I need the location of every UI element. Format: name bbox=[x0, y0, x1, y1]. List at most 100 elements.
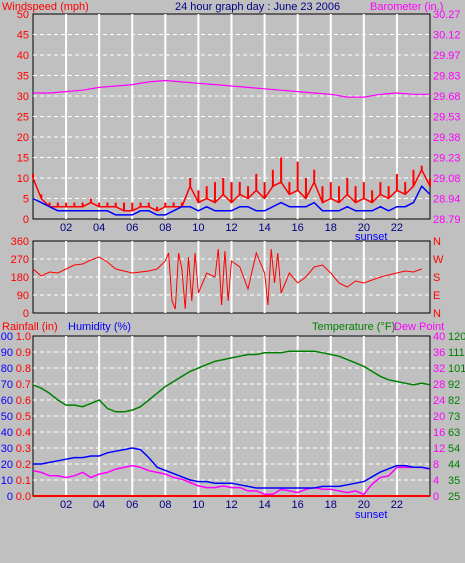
windspeed-axis-label: Windspeed (mph) bbox=[2, 1, 89, 13]
bottom-right-ticks: 4036322824201612840120111101928273635444… bbox=[433, 331, 465, 503]
y-tick-label: 0 bbox=[7, 491, 13, 503]
y-tick-label: 25 bbox=[448, 491, 460, 503]
humidity-axis-label: Humidity (%) bbox=[68, 321, 131, 333]
y-tick-label: 82 bbox=[448, 395, 460, 407]
top-sunset-label: sunset bbox=[355, 231, 387, 243]
x-tick-label: 22 bbox=[391, 222, 403, 234]
y-tick-label: 30 bbox=[17, 91, 29, 103]
x-tick-label: 16 bbox=[292, 222, 304, 234]
y-tick-label: 10 bbox=[1, 475, 13, 487]
y-tick-label: 63 bbox=[448, 427, 460, 439]
y-tick-label: 0.3 bbox=[16, 443, 31, 455]
y-tick-label: 24 bbox=[433, 395, 445, 407]
top-right-ticks: 30.27 30.12 29.97 29.83 29.68 29.53 29.38 29.23… bbox=[433, 9, 461, 226]
y-tick-label: 0.7 bbox=[16, 379, 31, 391]
y-tick-label: 30.12 bbox=[433, 30, 461, 42]
x-tick-label: 04 bbox=[93, 222, 105, 234]
y-tick-label: 35 bbox=[17, 71, 29, 83]
mid-series bbox=[32, 248, 422, 310]
y-tick-label: 29.97 bbox=[433, 50, 461, 62]
x-tick-label: 22 bbox=[391, 499, 403, 511]
y-tick-label: 270 bbox=[11, 254, 29, 266]
y-tick-label: 60 bbox=[1, 395, 13, 407]
y-tick-label: 30.27 bbox=[433, 9, 461, 21]
y-tick-label: 20 bbox=[17, 132, 29, 144]
x-tick-label: 16 bbox=[292, 499, 304, 511]
dewpoint-axis-label: Dew Point bbox=[394, 321, 444, 333]
y-tick-label: 101 bbox=[448, 363, 465, 375]
y-tick-label: 16 bbox=[433, 427, 445, 439]
y-tick-label: 29.83 bbox=[433, 71, 461, 83]
y-tick-label: 90 bbox=[17, 290, 29, 302]
x-tick-label: 08 bbox=[159, 222, 171, 234]
top-grid bbox=[33, 14, 430, 219]
x-tick-label: 10 bbox=[192, 499, 204, 511]
temperature-axis-label: Temperature (°F) bbox=[312, 321, 395, 333]
y-tick-label: 0.0 bbox=[16, 491, 31, 503]
x-tick-label: 20 bbox=[358, 222, 370, 234]
x-tick-label: 18 bbox=[325, 499, 337, 511]
y-tick-label: W bbox=[433, 254, 444, 266]
y-tick-label: 50 bbox=[17, 9, 29, 21]
humidity-line bbox=[33, 447, 431, 489]
temperature-line bbox=[32, 350, 431, 413]
mid-grid bbox=[33, 241, 430, 313]
x-tick-label: 04 bbox=[93, 499, 105, 511]
top-x-ticks: 02 04 06 08 10 12 14 16 18 20 22 bbox=[60, 222, 403, 234]
y-tick-label: 20 bbox=[1, 459, 13, 471]
bottom-chart: Rainfall (in) Humidity (%) Temperature (… bbox=[0, 321, 465, 521]
y-tick-label: 0.4 bbox=[16, 427, 31, 439]
y-tick-label: 92 bbox=[448, 379, 460, 391]
y-tick-label: 10 bbox=[17, 173, 29, 185]
dewpoint-line bbox=[32, 464, 431, 496]
y-tick-label: 50 bbox=[1, 411, 13, 423]
y-tick-label: 73 bbox=[448, 411, 460, 423]
y-tick-label: 28.79 bbox=[433, 214, 461, 226]
y-tick-label: 54 bbox=[448, 443, 460, 455]
top-series bbox=[32, 79, 431, 216]
y-tick-label: 28 bbox=[433, 379, 445, 391]
y-tick-label: 0.2 bbox=[16, 459, 31, 471]
y-tick-label: 180 bbox=[11, 272, 29, 284]
y-tick-label: 36 bbox=[433, 347, 445, 359]
x-tick-label: 20 bbox=[358, 499, 370, 511]
y-tick-label: 5 bbox=[23, 194, 29, 206]
y-tick-label: 29.53 bbox=[433, 112, 461, 124]
y-tick-label: E bbox=[433, 290, 440, 302]
y-tick-label: 100 bbox=[0, 331, 13, 343]
x-tick-label: 14 bbox=[258, 499, 270, 511]
y-tick-label: 4 bbox=[433, 475, 439, 487]
y-tick-label: 29.38 bbox=[433, 132, 461, 144]
y-tick-label: 40 bbox=[1, 427, 13, 439]
y-tick-label: 29.68 bbox=[433, 91, 461, 103]
y-tick-label: 0 bbox=[23, 308, 29, 320]
bottom-series bbox=[32, 350, 431, 497]
barometer-line bbox=[33, 79, 430, 98]
y-tick-label: 40 bbox=[433, 331, 445, 343]
y-tick-label: N bbox=[433, 236, 441, 248]
y-tick-label: 0.6 bbox=[16, 395, 31, 407]
x-tick-label: 02 bbox=[60, 222, 72, 234]
windspeed-line bbox=[32, 168, 431, 212]
y-tick-label: 70 bbox=[1, 379, 13, 391]
x-tick-label: 18 bbox=[325, 222, 337, 234]
y-tick-label: 0.1 bbox=[16, 475, 31, 487]
y-tick-label: 20 bbox=[433, 411, 445, 423]
y-tick-label: 29.08 bbox=[433, 173, 461, 185]
y-tick-label: 90 bbox=[1, 347, 13, 359]
chart-title: 24 hour graph day : June 23 2006 bbox=[175, 1, 340, 13]
wind-average-line bbox=[32, 184, 431, 216]
y-tick-label: 360 bbox=[11, 236, 29, 248]
y-tick-label: 120 bbox=[448, 331, 465, 343]
bottom-sunset-label: sunset bbox=[355, 509, 387, 521]
rainfall-axis-label: Rainfall (in) bbox=[2, 321, 58, 333]
bottom-x-ticks: 02 04 06 08 10 12 14 16 18 20 22 bbox=[60, 499, 403, 511]
y-tick-label: 0 bbox=[23, 214, 29, 226]
mid-left-ticks: 360 270 180 90 0 bbox=[11, 236, 29, 320]
y-tick-label: 30 bbox=[1, 443, 13, 455]
y-tick-label: 8 bbox=[433, 459, 439, 471]
y-tick-label: 0.5 bbox=[16, 411, 31, 423]
